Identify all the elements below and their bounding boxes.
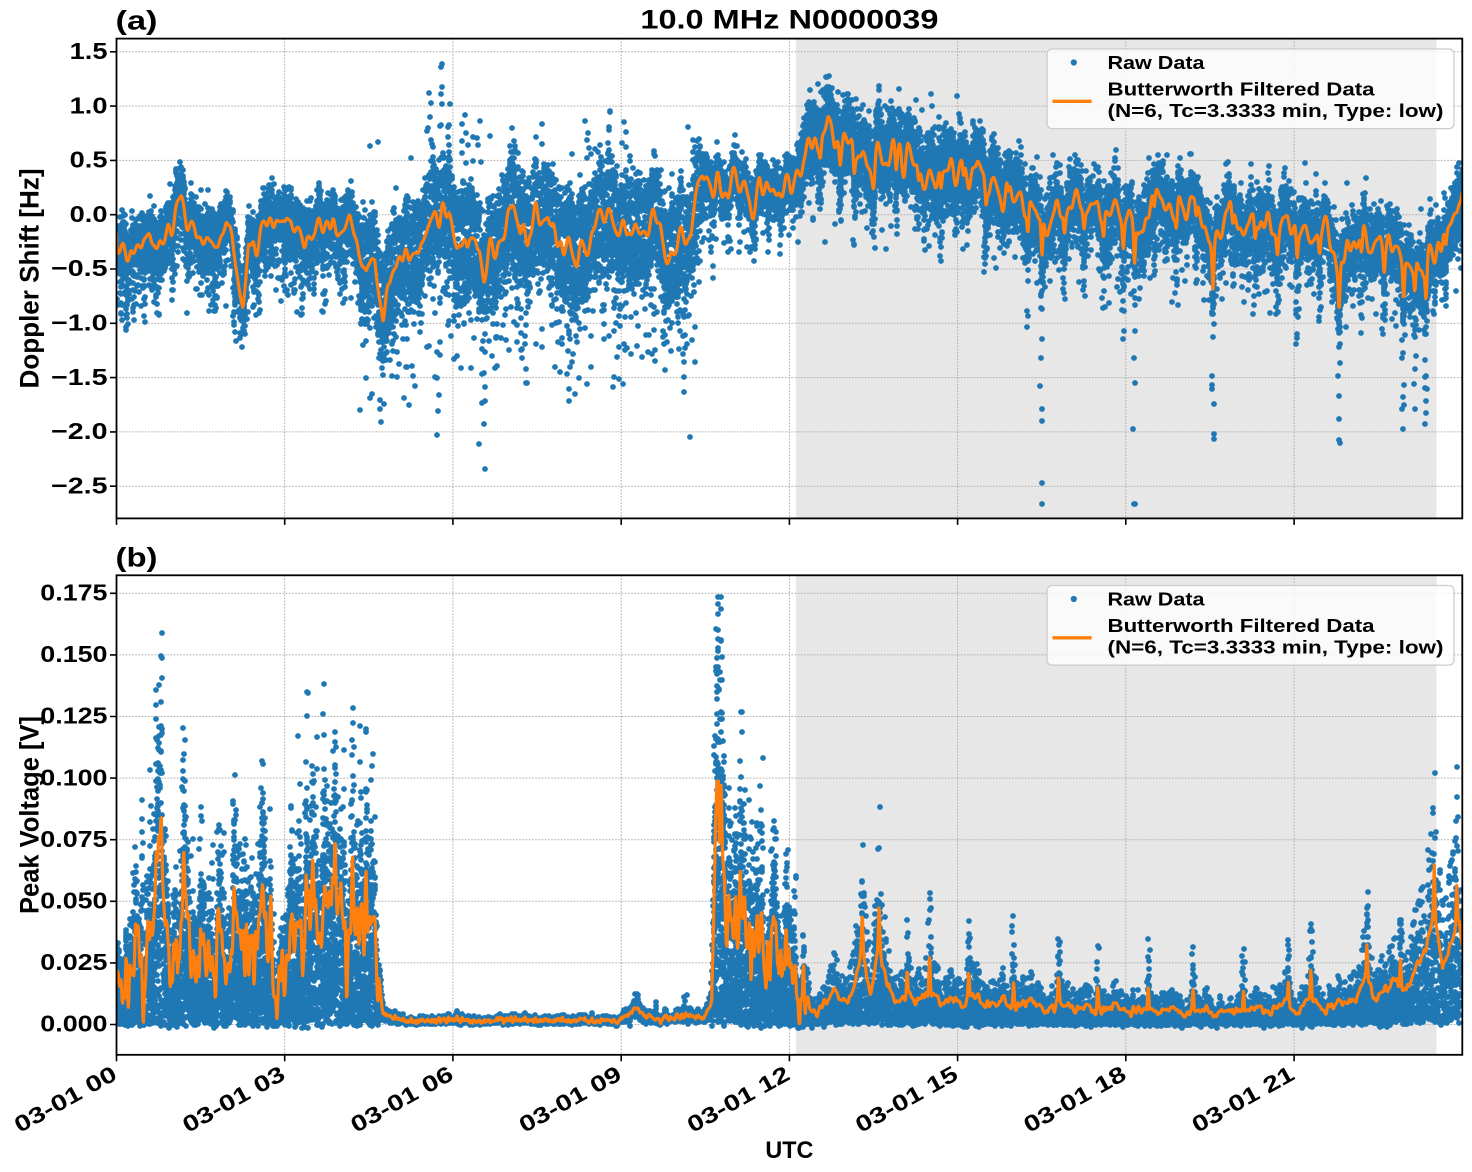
svg-text:10.0 MHz N0000039: 10.0 MHz N0000039 (640, 5, 938, 35)
svg-text:−2.5: −2.5 (51, 472, 108, 498)
svg-text:0.0: 0.0 (70, 201, 108, 227)
svg-text:Doppler Shift [Hz]: Doppler Shift [Hz] (15, 169, 45, 389)
svg-text:(b): (b) (116, 543, 158, 573)
svg-text:1.5: 1.5 (70, 38, 108, 64)
svg-text:Butterworth Filtered Data: Butterworth Filtered Data (1108, 79, 1376, 100)
svg-text:(N=6, Tc=3.3333 min, Type: low: (N=6, Tc=3.3333 min, Type: low) (1108, 100, 1444, 121)
svg-text:−0.5: −0.5 (51, 255, 108, 281)
svg-text:(N=6, Tc=3.3333 min, Type: low: (N=6, Tc=3.3333 min, Type: low) (1108, 637, 1444, 658)
svg-text:(a): (a) (116, 6, 158, 36)
svg-text:−1.0: −1.0 (51, 310, 108, 336)
svg-text:0.050: 0.050 (40, 888, 107, 914)
svg-text:0.075: 0.075 (40, 826, 107, 852)
svg-text:UTC: UTC (765, 1137, 813, 1164)
svg-text:Peak Voltage [V]: Peak Voltage [V] (15, 716, 45, 914)
svg-text:0.025: 0.025 (40, 949, 107, 975)
svg-text:0.000: 0.000 (40, 1011, 107, 1037)
svg-text:0.125: 0.125 (40, 703, 107, 729)
svg-text:−1.5: −1.5 (51, 364, 108, 390)
svg-text:0.150: 0.150 (40, 641, 107, 667)
svg-text:Raw Data: Raw Data (1108, 589, 1206, 610)
svg-text:0.100: 0.100 (40, 764, 107, 790)
svg-text:0.5: 0.5 (70, 147, 108, 173)
svg-text:1.0: 1.0 (70, 92, 108, 118)
svg-text:−2.0: −2.0 (51, 418, 108, 444)
svg-text:Butterworth Filtered Data: Butterworth Filtered Data (1108, 615, 1376, 636)
svg-text:0.175: 0.175 (40, 580, 107, 606)
svg-text:Raw Data: Raw Data (1108, 52, 1206, 73)
